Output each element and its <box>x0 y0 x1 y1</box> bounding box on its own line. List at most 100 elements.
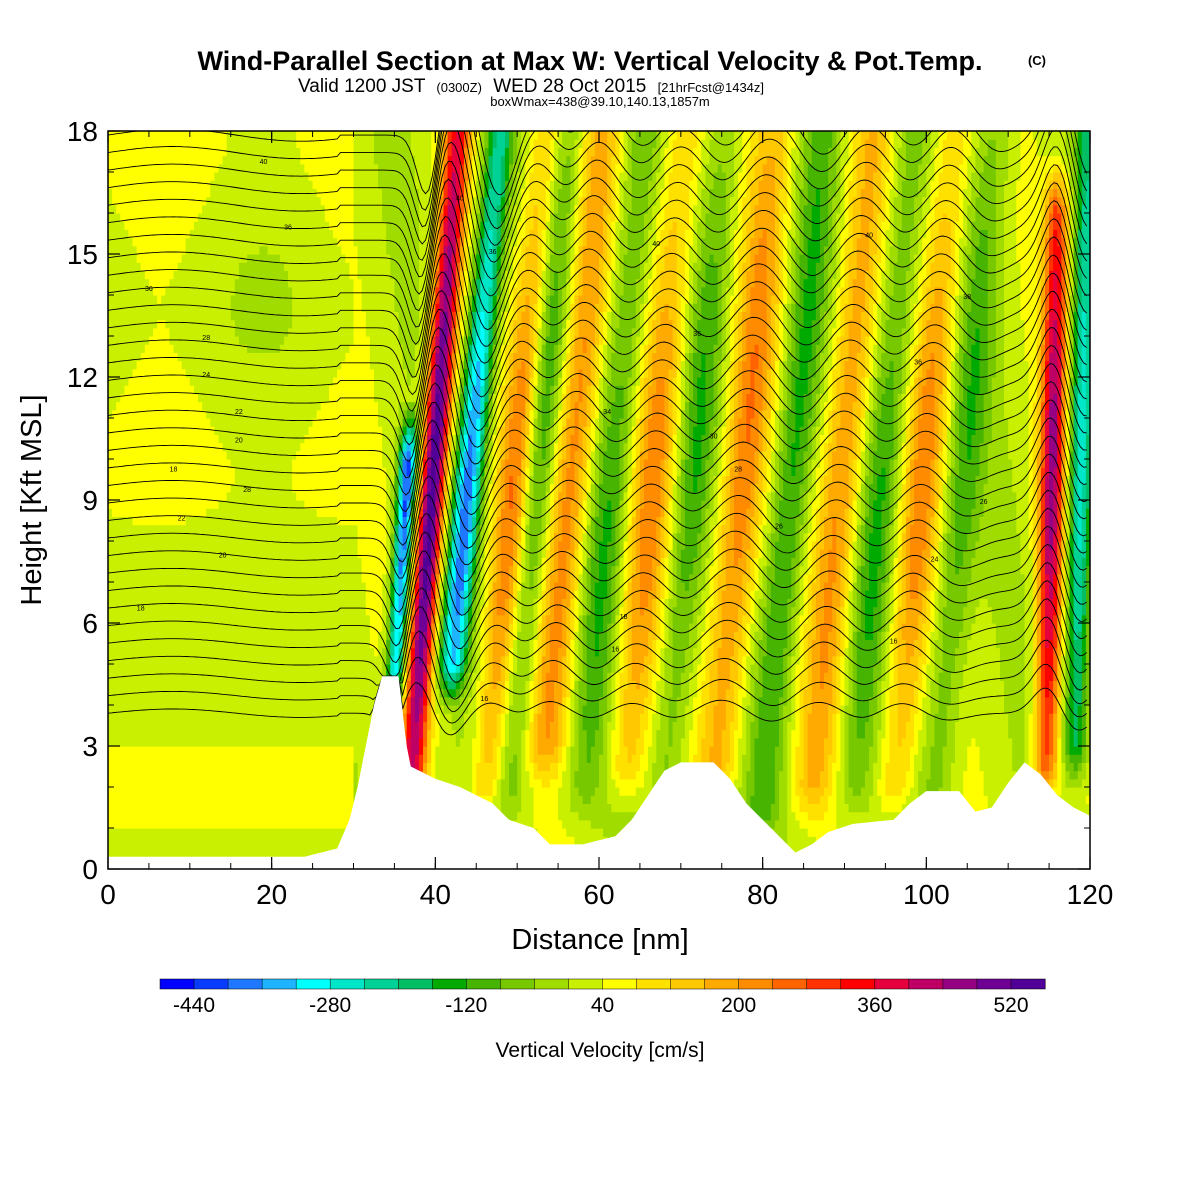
field-cell <box>161 320 166 329</box>
field-cell <box>149 352 154 361</box>
field-cell <box>182 467 187 476</box>
field-cell <box>198 730 203 739</box>
field-cell <box>133 164 138 173</box>
field-cell <box>133 459 138 468</box>
field-cell <box>178 369 183 378</box>
field-cell <box>124 787 129 796</box>
field-cell <box>161 574 166 583</box>
field-cell <box>157 410 162 419</box>
field-cell <box>173 541 178 550</box>
field-cell <box>198 475 203 484</box>
field-cell <box>161 500 166 509</box>
field-cell <box>182 795 187 804</box>
field-cell <box>124 730 129 739</box>
field-cell <box>145 344 150 353</box>
field-cell <box>116 812 121 821</box>
field-cell <box>153 623 158 632</box>
field-cell <box>153 820 158 829</box>
field-cell <box>153 689 158 698</box>
field-cell <box>137 238 142 247</box>
field-cell <box>133 787 138 796</box>
field-cell <box>120 746 125 755</box>
field-cell <box>198 664 203 673</box>
field-cell <box>133 369 138 378</box>
field-cell <box>161 664 166 673</box>
field-cell <box>178 648 183 657</box>
field-cell <box>128 361 133 370</box>
field-cell <box>112 205 117 214</box>
field-cell <box>182 426 187 435</box>
field-cell <box>153 795 158 804</box>
field-cell <box>165 836 170 845</box>
field-cell <box>124 771 129 780</box>
field-cell <box>112 188 117 197</box>
field-cell <box>120 771 125 780</box>
field-cell <box>202 836 207 845</box>
field-cell <box>153 311 158 320</box>
field-cell <box>190 377 195 386</box>
field-cell <box>128 320 133 329</box>
field-cell <box>128 557 133 566</box>
field-cell <box>178 656 183 665</box>
field-cell <box>141 352 146 361</box>
field-cell <box>137 262 142 271</box>
field-cell <box>128 188 133 197</box>
field-cell <box>173 566 178 575</box>
field-cell <box>149 197 154 206</box>
field-cell <box>133 238 138 247</box>
field-cell <box>173 713 178 722</box>
field-cell <box>198 639 203 648</box>
field-cell <box>116 713 121 722</box>
field-cell <box>161 254 166 263</box>
field-cell <box>190 516 195 525</box>
field-cell <box>124 697 129 706</box>
field-cell <box>173 656 178 665</box>
field-cell <box>161 607 166 616</box>
field-cell <box>120 229 125 238</box>
field-cell <box>133 500 138 509</box>
field-cell <box>190 697 195 706</box>
field-cell <box>186 787 191 796</box>
field-cell <box>198 262 203 271</box>
field-cell <box>198 172 203 181</box>
field-cell <box>116 213 121 222</box>
field-cell <box>169 828 174 837</box>
field-cell <box>161 410 166 419</box>
field-cell <box>169 738 174 747</box>
field-cell <box>190 139 195 148</box>
field-cell <box>141 385 146 394</box>
field-cell <box>165 361 170 370</box>
field-cell <box>133 762 138 771</box>
field-cell <box>194 828 199 837</box>
field-cell <box>182 590 187 599</box>
field-cell <box>173 377 178 386</box>
field-cell <box>145 295 150 304</box>
field-cell <box>137 705 142 714</box>
field-cell <box>112 369 117 378</box>
field-cell <box>153 664 158 673</box>
field-cell <box>182 836 187 845</box>
field-cell <box>133 664 138 673</box>
field-cell <box>169 754 174 763</box>
field-cell <box>120 607 125 616</box>
field-cell <box>194 779 199 788</box>
field-cell <box>124 279 129 288</box>
field-cell <box>161 156 166 165</box>
field-cell <box>157 361 162 370</box>
field-cell <box>157 525 162 534</box>
field-cell <box>190 746 195 755</box>
field-cell <box>120 648 125 657</box>
field-cell <box>124 820 129 829</box>
field-cell <box>112 344 117 353</box>
field-cell <box>186 746 191 755</box>
field-cell <box>116 557 121 566</box>
field-cell <box>173 779 178 788</box>
copyright-mark: (C) <box>1028 53 1046 68</box>
field-cell <box>153 180 158 189</box>
field-cell <box>157 279 162 288</box>
field-cell <box>173 320 178 329</box>
field-cell <box>116 484 121 493</box>
field-cell <box>124 664 129 673</box>
field-cell <box>194 525 199 534</box>
field-cell <box>124 492 129 501</box>
